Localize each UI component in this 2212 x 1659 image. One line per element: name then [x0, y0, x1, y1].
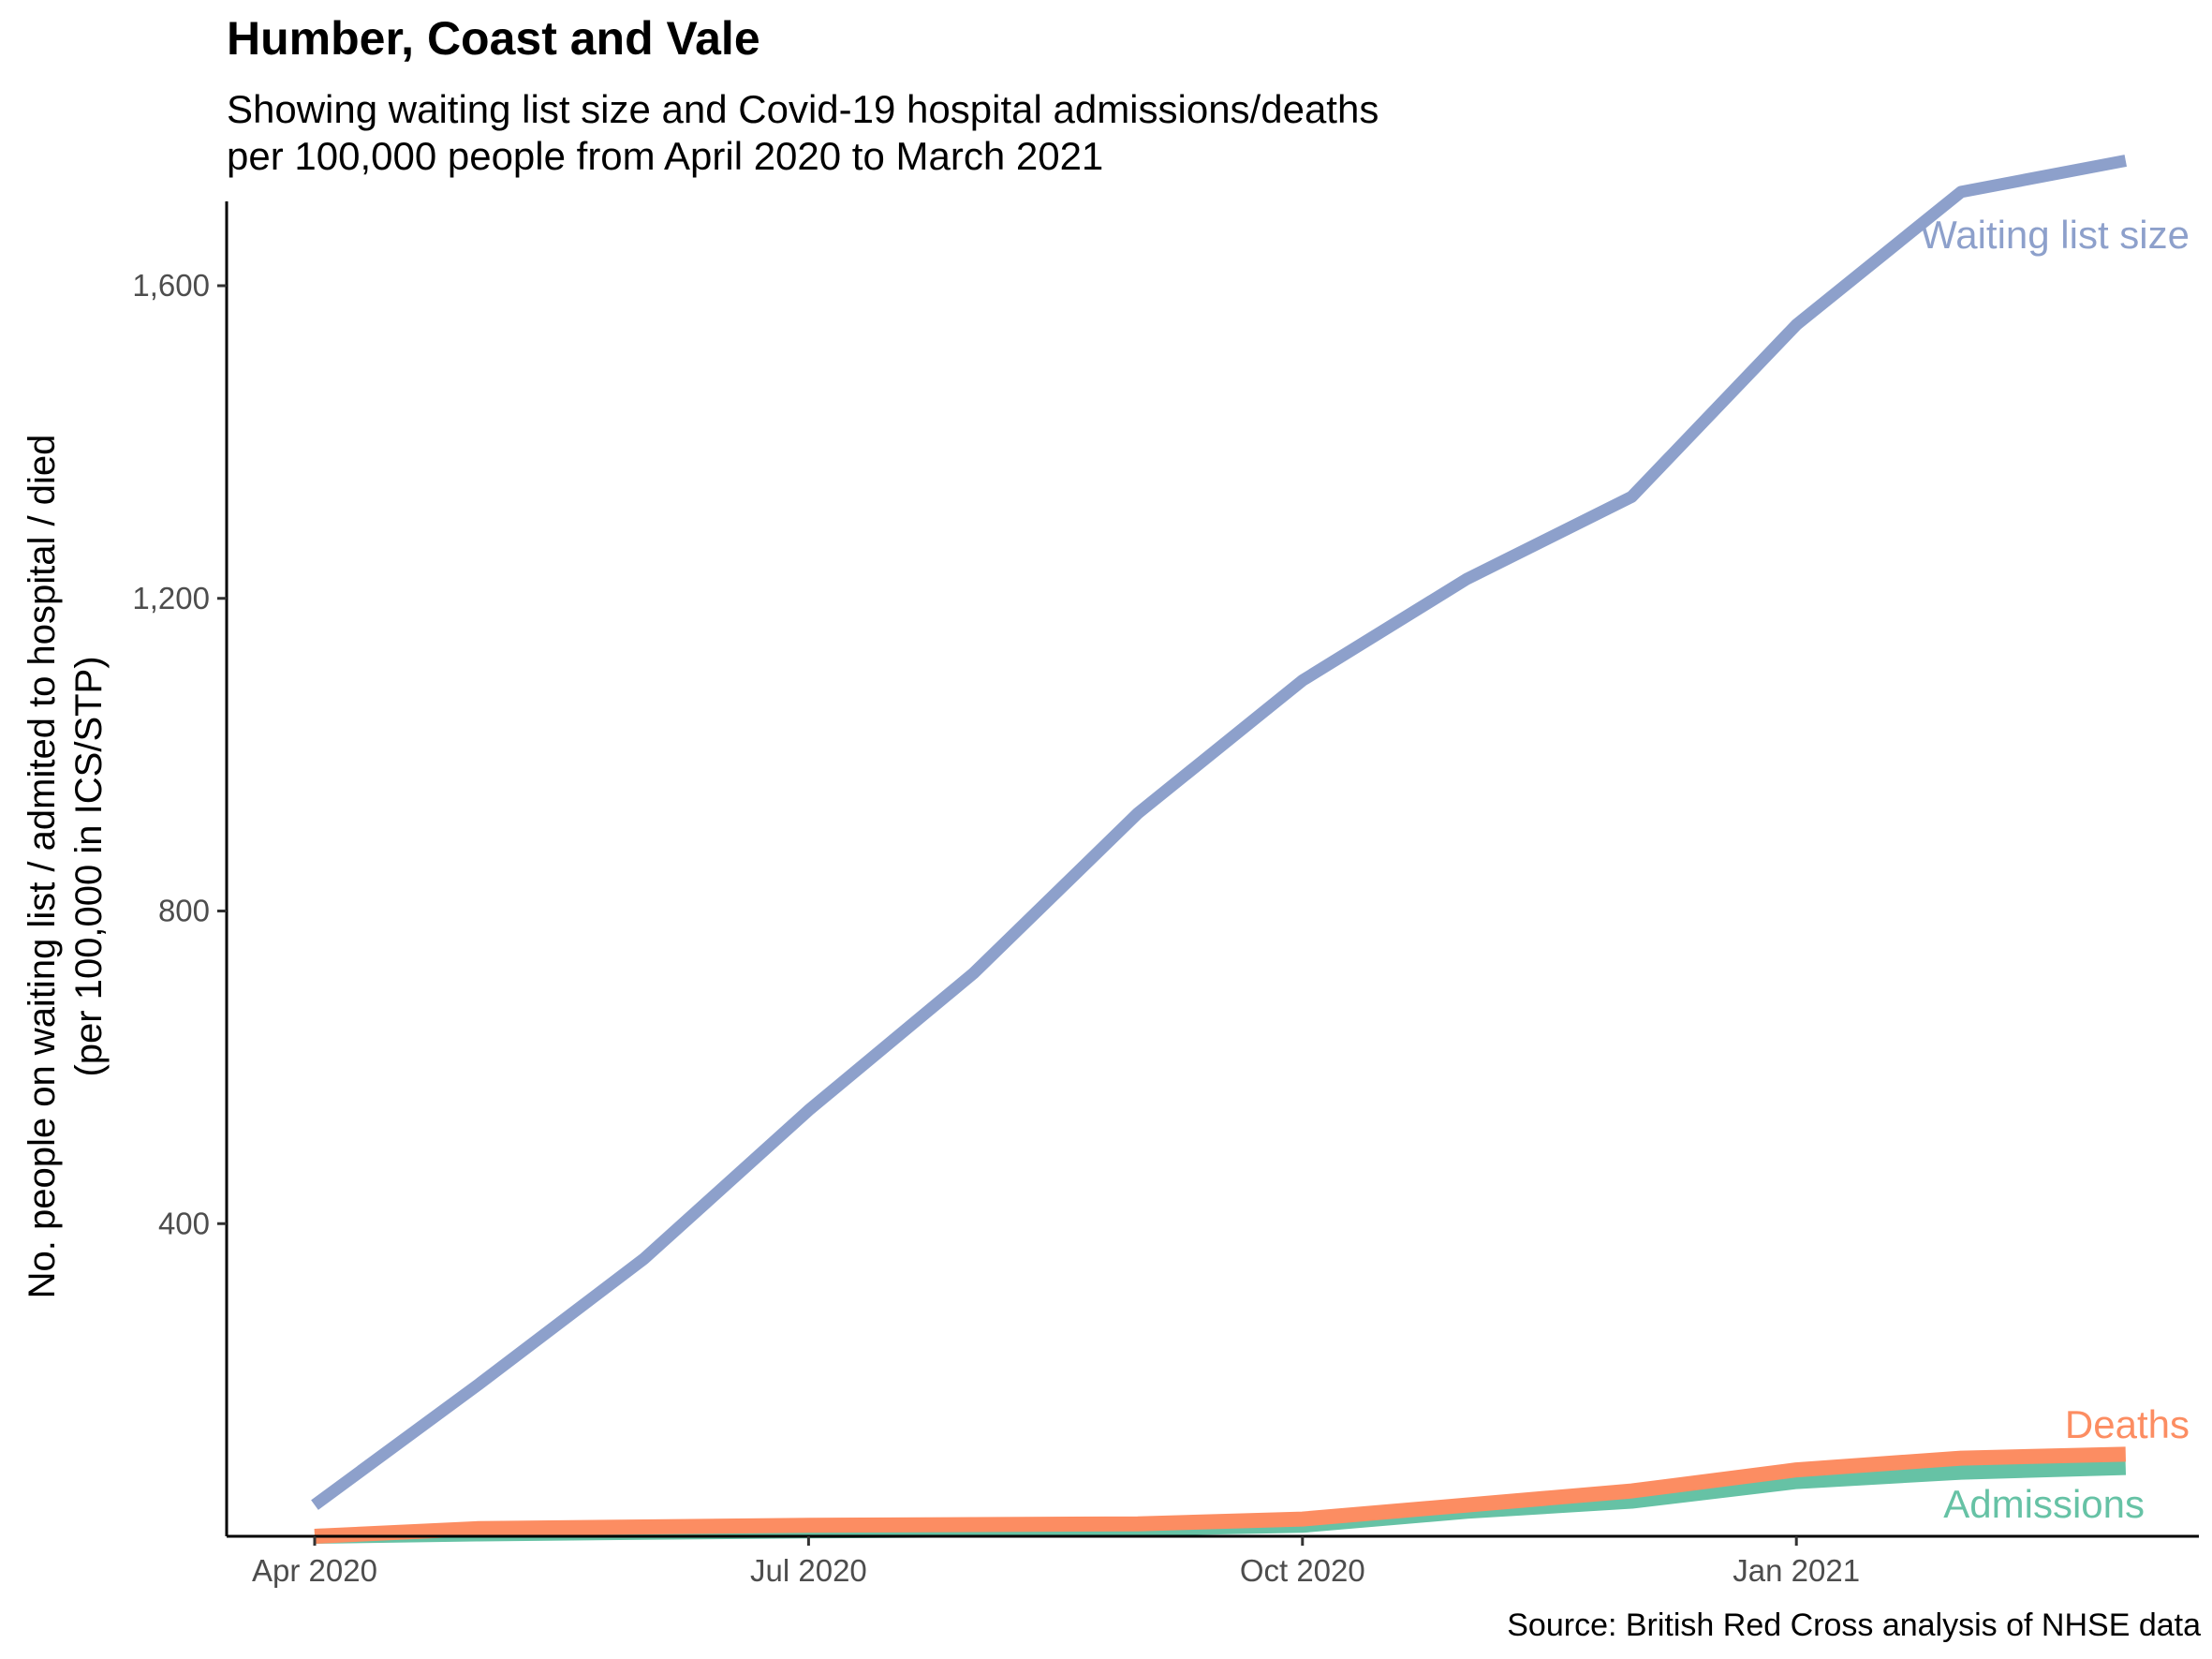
y-tick-label: 800	[158, 894, 210, 928]
y-ticks: 400 800 1,200 1,600	[132, 268, 227, 1240]
y-tick-label: 400	[158, 1206, 210, 1240]
series-label-deaths: Deaths	[2065, 1402, 2190, 1446]
chart-caption: Source: British Red Cross analysis of NH…	[1507, 1607, 2201, 1643]
chart-title: Humber, Coast and Vale	[227, 12, 760, 65]
y-tick-label: 1,600	[132, 268, 210, 303]
x-tick-label: Apr 2020	[252, 1553, 377, 1588]
x-ticks: Apr 2020 Jul 2020 Oct 2020 Jan 2021	[252, 1536, 1860, 1588]
series-label-waiting-list-size: Waiting list size	[1920, 213, 2190, 257]
x-tick-label: Jan 2021	[1733, 1553, 1860, 1588]
series-labels: Waiting list size Deaths Admissions	[1920, 213, 2190, 1526]
series-line-deaths	[314, 1446, 2126, 1544]
x-tick-label: Jul 2020	[750, 1553, 867, 1588]
y-axis-title-line1: No. people on waiting list / admited to …	[22, 435, 63, 1299]
y-axis-title: No. people on waiting list / admited to …	[22, 435, 110, 1299]
chart-subtitle: Showing waiting list size and Covid-19 h…	[227, 87, 1379, 178]
series-layer	[311, 155, 2128, 1544]
series-line-waiting-list-size	[311, 155, 2128, 1510]
y-axis-title-line2: (per 100,000 in ICS/STP)	[68, 656, 110, 1076]
y-tick-label: 1,200	[132, 581, 210, 615]
series-label-admissions: Admissions	[1943, 1482, 2145, 1526]
x-tick-label: Oct 2020	[1240, 1553, 1365, 1588]
